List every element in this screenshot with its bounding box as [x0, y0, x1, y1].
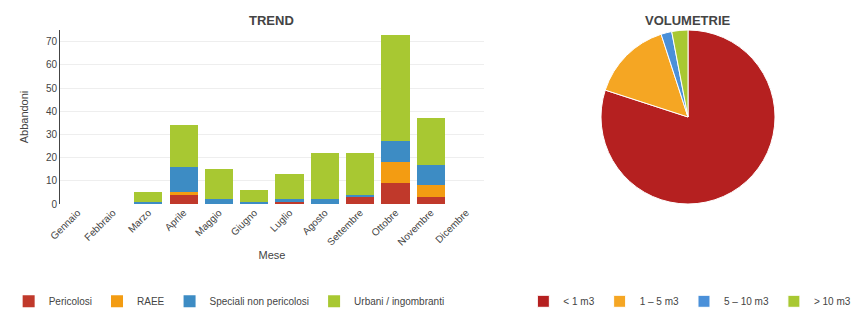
- svg-text:Maggio: Maggio: [193, 207, 224, 238]
- svg-text:0: 0: [51, 199, 57, 210]
- svg-text:1 – 5 m3: 1 – 5 m3: [640, 296, 679, 307]
- svg-text:Speciali non pericolosi: Speciali non pericolosi: [210, 296, 310, 307]
- svg-text:30: 30: [46, 129, 58, 140]
- svg-text:RAEE: RAEE: [137, 296, 165, 307]
- svg-text:Mese: Mese: [258, 249, 285, 261]
- svg-text:Marzo: Marzo: [126, 207, 154, 235]
- svg-text:Settembre: Settembre: [325, 207, 366, 248]
- svg-text:20: 20: [46, 152, 58, 163]
- svg-text:< 1 m3: < 1 m3: [563, 296, 594, 307]
- svg-text:TREND: TREND: [249, 13, 294, 28]
- svg-text:> 10 m3: > 10 m3: [814, 296, 851, 307]
- svg-text:Abbandoni: Abbandoni: [18, 91, 30, 144]
- svg-text:40: 40: [46, 106, 58, 117]
- svg-text:50: 50: [46, 83, 58, 94]
- svg-text:Luglio: Luglio: [268, 207, 295, 234]
- svg-text:70: 70: [46, 36, 58, 47]
- svg-text:Dicembre: Dicembre: [433, 207, 471, 245]
- svg-text:Urbani / ingombranti: Urbani / ingombranti: [354, 296, 444, 307]
- svg-text:60: 60: [46, 59, 58, 70]
- svg-text:Gennaio: Gennaio: [48, 207, 83, 242]
- svg-text:Pericolosi: Pericolosi: [49, 296, 92, 307]
- svg-text:Ottobre: Ottobre: [369, 207, 401, 239]
- svg-text:Novembre: Novembre: [395, 207, 436, 248]
- svg-text:Aprile: Aprile: [163, 207, 189, 233]
- svg-text:VOLUMETRIE: VOLUMETRIE: [645, 13, 731, 28]
- svg-text:5 – 10 m3: 5 – 10 m3: [724, 296, 769, 307]
- svg-text:Agosto: Agosto: [300, 207, 330, 237]
- svg-text:Giugno: Giugno: [229, 207, 260, 238]
- svg-text:10: 10: [46, 175, 58, 186]
- svg-text:Febbraio: Febbraio: [82, 207, 118, 243]
